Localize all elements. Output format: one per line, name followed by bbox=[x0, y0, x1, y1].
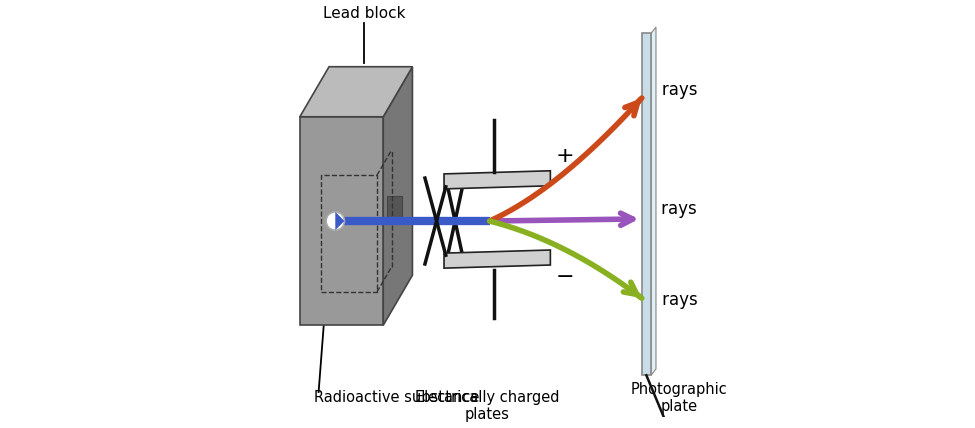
Polygon shape bbox=[300, 67, 412, 117]
Text: γ rays: γ rays bbox=[646, 199, 697, 217]
Polygon shape bbox=[444, 250, 550, 268]
Polygon shape bbox=[651, 27, 656, 375]
Polygon shape bbox=[335, 212, 344, 230]
FancyBboxPatch shape bbox=[387, 196, 402, 221]
Circle shape bbox=[326, 212, 344, 230]
Text: Electrically charged
plates: Electrically charged plates bbox=[415, 390, 560, 422]
FancyBboxPatch shape bbox=[300, 117, 383, 325]
Text: +: + bbox=[556, 146, 574, 166]
Text: β rays: β rays bbox=[646, 80, 697, 99]
FancyBboxPatch shape bbox=[642, 33, 651, 375]
Text: Lead block: Lead block bbox=[324, 6, 406, 21]
Text: α rays: α rays bbox=[646, 291, 698, 309]
Polygon shape bbox=[383, 67, 412, 325]
Text: Photographic
plate: Photographic plate bbox=[631, 382, 727, 414]
Polygon shape bbox=[444, 171, 550, 189]
Text: Radioactive substance: Radioactive substance bbox=[314, 390, 480, 405]
Text: −: − bbox=[556, 268, 574, 287]
